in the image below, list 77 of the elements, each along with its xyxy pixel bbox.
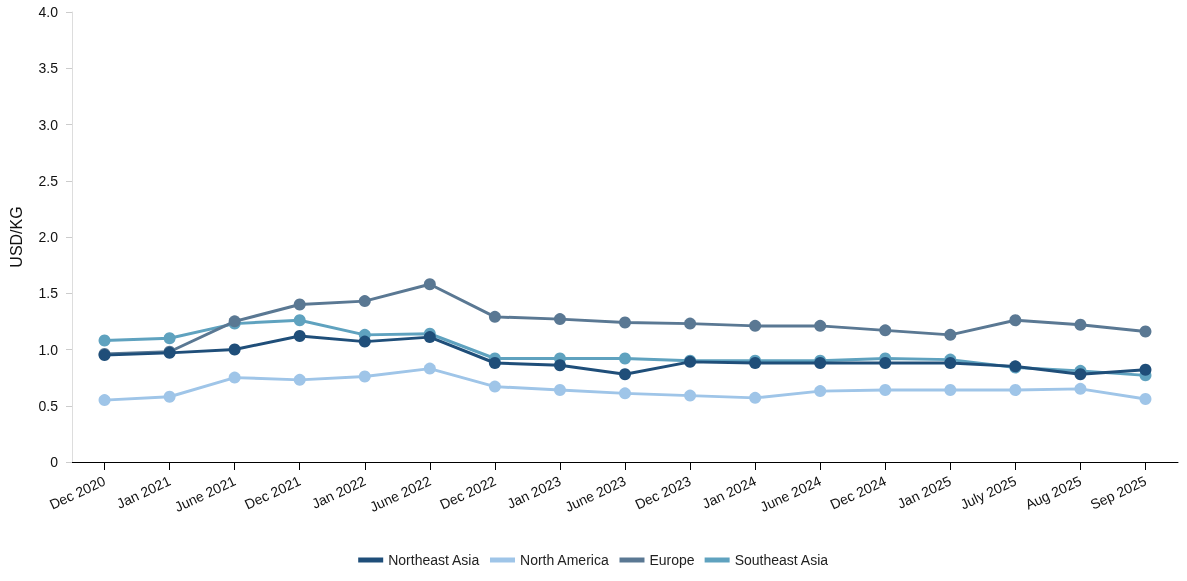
point [553,384,566,396]
point [1139,325,1152,338]
point [553,359,566,372]
point [1074,382,1087,395]
point [1074,318,1087,331]
point [293,330,306,342]
legend-label: Northeast Asia [388,552,480,568]
legend-label: Southeast Asia [734,552,829,568]
point [293,298,306,311]
point [423,362,436,375]
point [879,324,892,337]
y-tick-label: 0 [50,454,59,470]
point [163,332,176,345]
point [749,319,762,332]
point [488,357,501,369]
y-tick-label: 3.5 [38,60,59,77]
point [944,328,957,341]
point [879,384,892,396]
point [488,310,501,323]
x-tick-label: Dec 2024 [827,472,889,513]
point [98,394,111,407]
x-tick-label: Aug 2025 [1022,472,1084,513]
y-tick-label: 0.5 [38,397,59,414]
point [488,380,501,393]
point [944,384,957,396]
point [1074,368,1087,381]
x-tick-label: Sep 2025 [1087,472,1150,513]
point [358,295,371,308]
y-tick-label: 3.0 [38,116,59,133]
point [1139,393,1152,405]
y-tick-label: 1.5 [38,285,59,302]
x-tick-label: Dec 2022 [437,472,499,513]
point [684,389,697,402]
x-tick-label: June 2023 [562,472,629,515]
point [358,335,371,348]
point [879,357,892,369]
point [423,278,436,291]
point [619,387,631,400]
point [1139,363,1152,376]
point [814,385,827,398]
point [553,313,566,326]
x-tick-label: Jan 2023 [504,472,564,512]
point [619,352,631,365]
x-tick-label: Jan 2025 [894,472,954,512]
point [293,373,306,386]
point [293,314,306,327]
point [749,391,762,404]
point [619,368,631,381]
point [1009,384,1022,396]
point [163,390,176,403]
x-tick-label: June 2021 [172,472,239,515]
x-tick-label: Jan 2024 [699,472,759,512]
y-tick-label: 2.0 [38,229,59,245]
point [684,317,697,330]
legend-label: Europe [649,552,695,568]
point [98,334,111,347]
point [1009,314,1022,327]
point [228,371,241,384]
x-tick-label: Dec 2023 [632,472,694,513]
legend-label: North America [520,552,609,568]
x-tick-label: Jan 2022 [309,472,369,512]
point [228,343,241,356]
point [944,357,957,369]
y-axis-title: USD/KG [7,206,25,268]
x-tick-label: Dec 2020 [46,472,109,513]
y-tick-label: 1.0 [38,341,59,358]
point [423,331,436,344]
point [619,316,631,329]
x-tick-label: June 2022 [367,472,434,515]
y-tick-label: 2.5 [38,172,59,189]
point [814,319,827,332]
y-tick-label: 4.0 [38,4,59,20]
x-tick-label: Dec 2021 [242,472,304,513]
x-tick-label: June 2024 [757,472,824,515]
point [358,370,371,383]
x-tick-label: July 2025 [957,472,1019,513]
x-tick-label: Jan 2021 [114,472,174,512]
